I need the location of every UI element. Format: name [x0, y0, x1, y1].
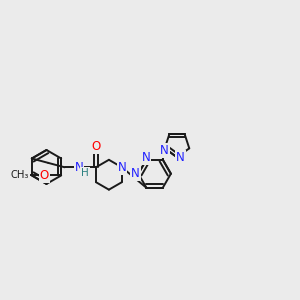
Text: N: N: [75, 161, 83, 174]
Text: O: O: [92, 140, 100, 153]
Text: O: O: [40, 169, 49, 182]
Text: H: H: [81, 168, 89, 178]
Text: CH₃: CH₃: [11, 170, 29, 180]
Text: N: N: [160, 144, 169, 157]
Text: N: N: [118, 161, 126, 174]
Text: N: N: [176, 151, 185, 164]
Text: N: N: [131, 167, 140, 180]
Text: N: N: [141, 151, 150, 164]
